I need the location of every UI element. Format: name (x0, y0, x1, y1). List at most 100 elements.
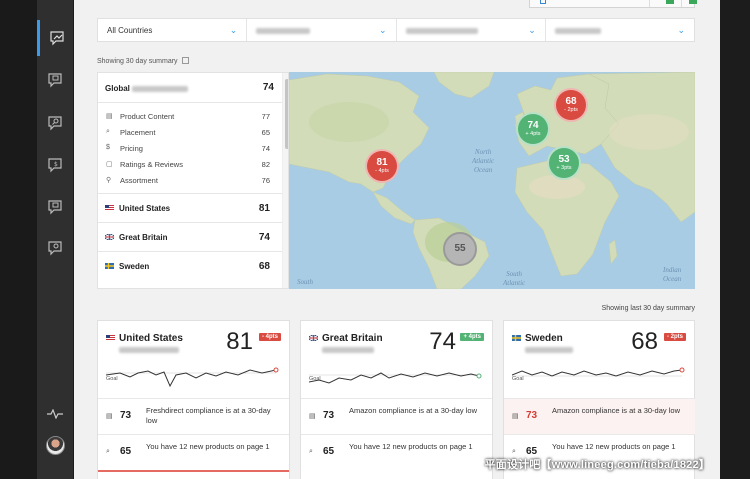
pulse-icon (47, 409, 63, 419)
metric-value: 65 (261, 128, 270, 137)
map-bubble-gb[interactable]: 74 + 4pts (516, 112, 550, 146)
blurred-text (405, 27, 478, 34)
country-card-se[interactable]: Sweden 68 - 2pts Goal ▤ 73 Amazon compli… (503, 320, 695, 479)
country-card-us[interactable]: United States 81 - 4pts Goal ▤ 73 Freshd… (97, 320, 290, 479)
activity-button[interactable] (37, 404, 73, 424)
summary-label: Showing 30 day summary (97, 57, 189, 65)
map-ocean-label: South (297, 278, 313, 286)
country-card-gb[interactable]: Great Britain 74 + 4pts Goal ▤ 73 Amazon… (300, 320, 493, 479)
category-filter[interactable]: ⌄ (397, 19, 546, 41)
map-ocean-label: North Atlantic Ocean (472, 148, 495, 174)
alert-row[interactable]: ⌕ 65 You have 12 new products on page 1 (504, 434, 695, 470)
content-icon (48, 73, 62, 88)
map-landmass (289, 72, 695, 289)
metric-row[interactable]: ⚲ Assortment 76 (98, 173, 282, 189)
card-country-name: Great Britain (322, 333, 383, 344)
filter-bar: All Countries ⌄ ⌄ ⌄ ⌄ (97, 18, 695, 42)
country-value: 81 (258, 203, 270, 214)
sidebar-item-search[interactable] (37, 105, 73, 141)
content-icon: ▤ (309, 413, 316, 420)
sidebar-item-assortment[interactable] (37, 230, 73, 266)
metric-label: Product Content (120, 112, 175, 121)
assortment-icon: ⚲ (106, 177, 112, 184)
chart-icon (49, 31, 64, 46)
card-country-name: United States (119, 333, 183, 344)
map-bubble-eu[interactable]: 53 + 3pts (547, 146, 581, 180)
alert-row[interactable]: ▤ 73 Amazon compliance is at a 30-day lo… (301, 398, 492, 434)
blurred-text (119, 347, 179, 353)
search-icon: ⌕ (106, 128, 110, 135)
map-ocean-label: SouthAtlanticOcean (503, 270, 526, 289)
country-row-se[interactable]: Sweden 68 (98, 251, 282, 279)
goal-label: Goal (512, 376, 524, 382)
delta-badge: - 4pts (258, 333, 281, 341)
pricing-icon: $ (48, 158, 62, 173)
gb-flag-icon (309, 335, 318, 341)
alert-row[interactable]: ⌕ 65 You have 12 new products on page 1 (98, 434, 289, 470)
summary-label-last: Showing last 30 day summary (601, 305, 695, 312)
metric-row[interactable]: ▤ Product Content 77 (98, 109, 282, 125)
map-bubble-brazil[interactable]: 55 (443, 232, 477, 266)
chevron-down-icon: ⌄ (677, 25, 685, 35)
alert-row[interactable]: ⌕ 65 You have 12 new products on page 1 (301, 434, 492, 470)
sidebar-item-overview[interactable] (37, 20, 73, 56)
alert-number: 65 (323, 446, 335, 457)
blurred-text (256, 27, 311, 34)
list-scrollbar[interactable] (282, 73, 288, 288)
country-filter[interactable]: All Countries ⌄ (98, 19, 248, 41)
card-score: 68 (631, 328, 658, 355)
metric-value: 77 (261, 112, 270, 121)
global-value: 74 (262, 82, 274, 93)
alert-number: 73 (526, 410, 538, 421)
alert-text: You have 12 new products on page 1 (146, 442, 270, 451)
map-bubble-sweden[interactable]: 68- 2pts (554, 88, 588, 122)
chevron-down-icon: ⌄ (528, 25, 536, 35)
country-filter-value: All Countries (107, 26, 153, 35)
trend-sparkline (309, 372, 482, 384)
metric-row[interactable]: $ Pricing 74 (98, 141, 282, 157)
sheet-icon[interactable] (689, 0, 697, 4)
retailer-filter[interactable]: ⌄ (247, 19, 397, 41)
sidebar-item-reviews[interactable] (37, 189, 73, 225)
metric-value: 74 (261, 144, 270, 153)
global-row[interactable]: Global 74 (98, 73, 282, 103)
map-ocean-label: Indian Ocean (663, 266, 682, 283)
calendar-icon[interactable] (540, 0, 546, 4)
country-value: 68 (258, 261, 270, 272)
export-icon[interactable] (666, 0, 674, 4)
sidebar-item-content[interactable] (37, 62, 73, 98)
map-bubble-us[interactable]: 81- 4pts (365, 149, 399, 183)
metric-label: Assortment (120, 176, 158, 185)
brand-filter[interactable]: ⌄ (546, 19, 694, 41)
calendar-icon[interactable] (181, 57, 189, 64)
alert-row[interactable]: ▤ 73 Amazon compliance is at a 30-day lo… (504, 398, 695, 434)
metric-value: 76 (261, 176, 270, 185)
assortment-icon (48, 241, 62, 256)
avatar[interactable] (46, 436, 65, 455)
us-flag-icon (106, 335, 115, 341)
summary-text: Showing 30 day summary (97, 58, 178, 65)
sidebar-item-pricing[interactable]: $ (37, 147, 73, 183)
scroll-thumb[interactable] (285, 79, 288, 149)
metric-row[interactable]: ▢ Ratings & Reviews 82 (98, 157, 282, 173)
chevron-down-icon: ⌄ (378, 25, 387, 35)
trend-sparkline (106, 367, 279, 388)
metric-row[interactable]: ⌕ Placement 65 (98, 125, 282, 141)
metric-label: Ratings & Reviews (120, 160, 183, 169)
global-label: Global (105, 84, 189, 93)
blurred-text (554, 27, 601, 34)
country-row-us[interactable]: United States 81 (98, 193, 282, 221)
metric-value: 82 (261, 160, 270, 169)
country-row-gb[interactable]: Great Britain 74 (98, 222, 282, 250)
alert-text: Amazon compliance is at a 30-day low (552, 406, 680, 415)
alert-number: 65 (526, 446, 538, 457)
delta-badge: - 2pts (663, 333, 686, 341)
chevron-down-icon: ⌄ (229, 25, 238, 35)
card-divider (98, 470, 289, 472)
metric-label: Placement (120, 128, 156, 137)
country-name: Sweden (119, 262, 150, 271)
content-icon: ▤ (106, 413, 113, 420)
alert-row[interactable]: ▤ 73 Freshdirect compliance is at a 30-d… (98, 398, 289, 434)
content-icon: ▤ (106, 113, 113, 120)
